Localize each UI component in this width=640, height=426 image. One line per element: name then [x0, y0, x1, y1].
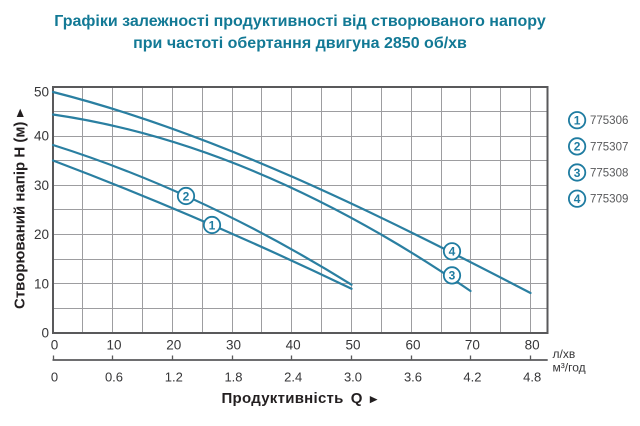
svg-text:40: 40: [286, 338, 301, 353]
svg-text:4: 4: [449, 245, 456, 259]
svg-text:1.2: 1.2: [165, 370, 183, 385]
svg-text:10: 10: [106, 338, 121, 353]
svg-text:775309: 775309: [590, 194, 628, 206]
svg-text:0: 0: [41, 326, 49, 341]
svg-text:2: 2: [183, 189, 190, 203]
svg-text:80: 80: [525, 338, 540, 353]
svg-text:1: 1: [209, 218, 216, 232]
svg-text:при частоті обертання двигуна: при частоті обертання двигуна 2850 об/хв: [133, 35, 467, 52]
svg-text:2.4: 2.4: [284, 370, 302, 385]
svg-text:3.0: 3.0: [344, 370, 362, 385]
svg-text:10: 10: [34, 276, 49, 291]
svg-text:Створюваний напір H (м): Створюваний напір H (м): [12, 122, 29, 309]
svg-text:50: 50: [34, 84, 49, 99]
svg-text:3: 3: [574, 166, 581, 180]
svg-text:Q: Q: [351, 390, 363, 407]
svg-text:0.6: 0.6: [105, 370, 123, 385]
svg-text:1: 1: [574, 114, 581, 128]
svg-text:775306: 775306: [590, 115, 628, 127]
svg-text:2: 2: [574, 140, 581, 154]
svg-text:0: 0: [51, 338, 59, 353]
svg-text:4.8: 4.8: [523, 370, 541, 385]
svg-text:70: 70: [465, 338, 480, 353]
svg-text:3.6: 3.6: [404, 370, 422, 385]
svg-text:775308: 775308: [590, 168, 628, 180]
svg-text:20: 20: [166, 338, 181, 353]
svg-text:Продуктивність: Продуктивність: [222, 390, 344, 407]
svg-text:50: 50: [345, 338, 360, 353]
svg-text:30: 30: [34, 178, 49, 193]
svg-text:1.8: 1.8: [224, 370, 242, 385]
svg-text:м³/год: м³/год: [553, 361, 586, 375]
svg-text:60: 60: [405, 338, 420, 353]
svg-text:4: 4: [574, 192, 581, 206]
svg-text:3: 3: [449, 269, 456, 283]
svg-text:л/хв: л/хв: [553, 347, 576, 361]
svg-text:Графіки залежності продуктивно: Графіки залежності продуктивності від ст…: [54, 13, 546, 30]
svg-text:0: 0: [51, 370, 58, 385]
svg-text:30: 30: [226, 338, 241, 353]
svg-text:4.2: 4.2: [463, 370, 481, 385]
svg-text:20: 20: [34, 227, 49, 242]
svg-text:775307: 775307: [590, 141, 628, 153]
svg-text:40: 40: [34, 129, 49, 144]
